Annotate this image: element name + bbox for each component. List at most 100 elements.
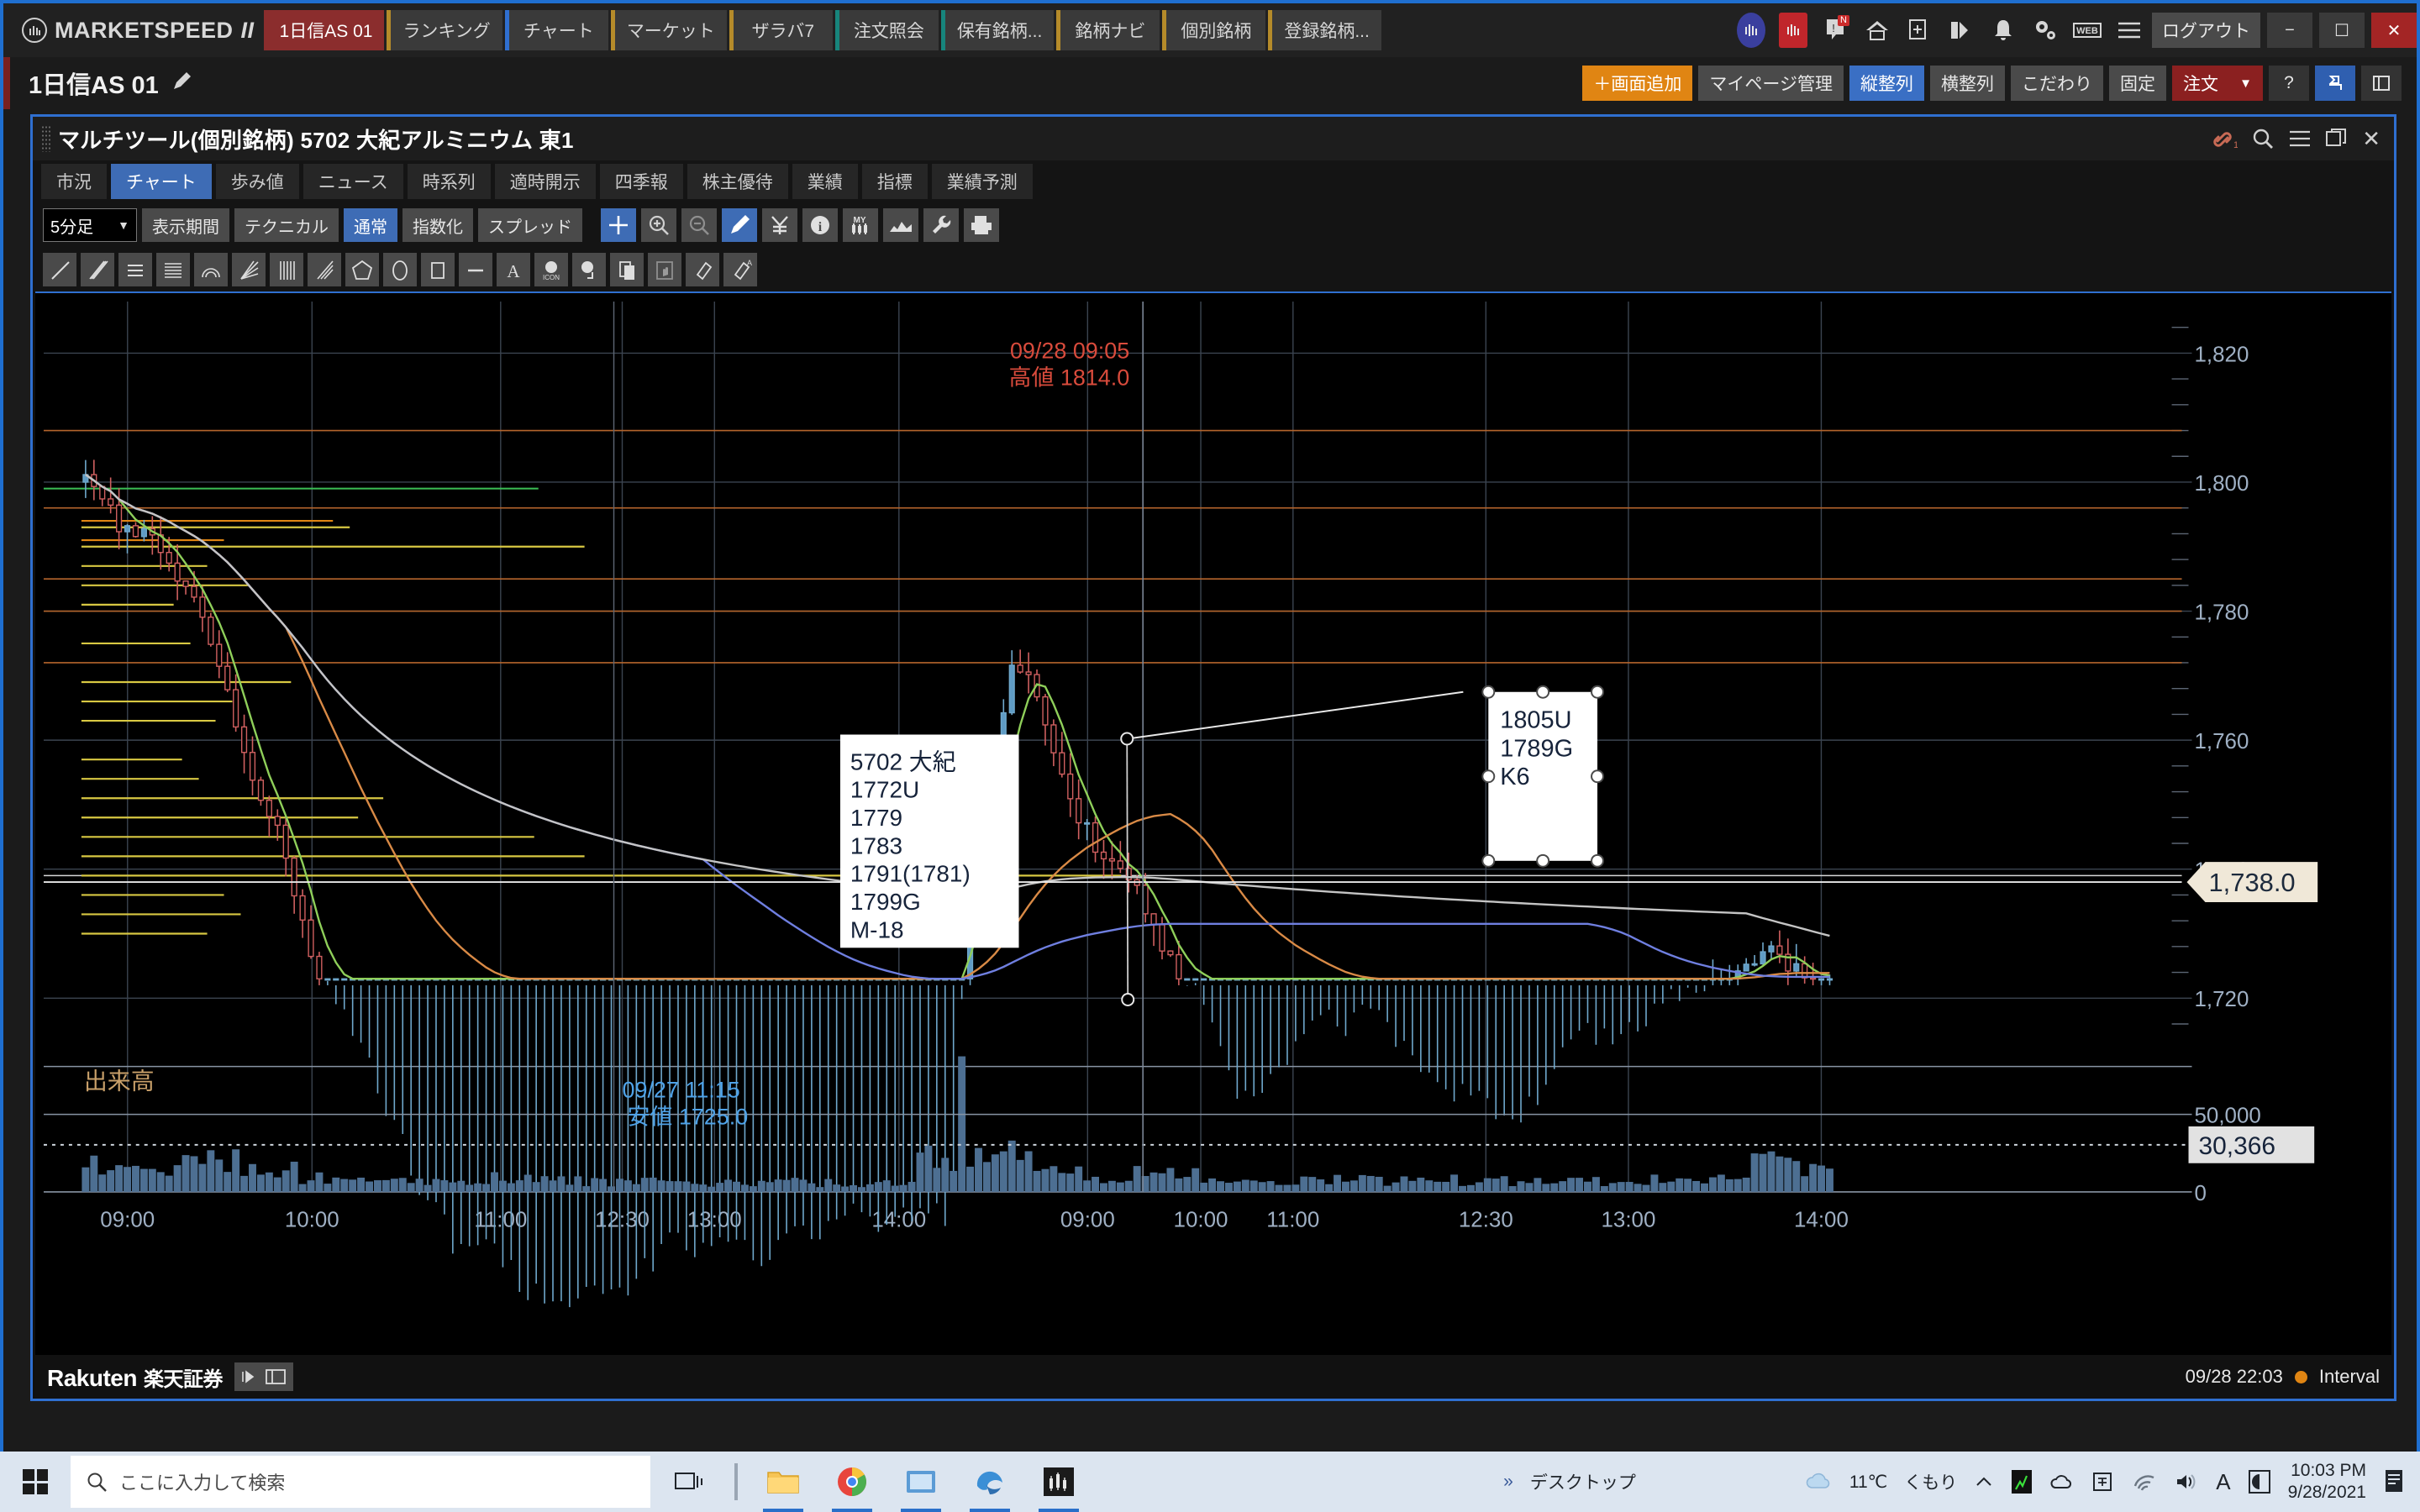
annotation-resize-handle[interactable] xyxy=(1536,853,1550,868)
panel-restore-icon[interactable] xyxy=(2325,128,2349,150)
web-icon[interactable]: WEB xyxy=(2068,11,2107,50)
panel-close-icon[interactable]: ✕ xyxy=(2362,125,2381,151)
vertical-lines-tool-icon[interactable] xyxy=(270,253,303,286)
chart-toolbar-button-2[interactable]: 通常 xyxy=(344,208,397,242)
search-input[interactable]: ここに入力して検索 xyxy=(71,1456,650,1508)
erase-all-tool-icon[interactable]: A xyxy=(723,253,757,286)
desktop-label[interactable]: デスクトップ xyxy=(1529,1473,1636,1493)
search-icon[interactable] xyxy=(2251,127,2275,150)
annotation-resize-handle[interactable] xyxy=(1481,769,1496,784)
battery-icon[interactable] xyxy=(2248,1469,2271,1494)
text-tool-icon[interactable]: A xyxy=(497,253,530,286)
copy-tool-icon[interactable] xyxy=(610,253,644,286)
print-icon[interactable] xyxy=(964,208,999,242)
grid-lines-tool-icon[interactable] xyxy=(156,253,190,286)
wifi-icon[interactable] xyxy=(2132,1471,2157,1493)
mountain-chart-icon[interactable] xyxy=(883,208,918,242)
screen-snip-icon[interactable] xyxy=(889,1452,953,1512)
task-view-icon[interactable] xyxy=(657,1452,721,1512)
main-tab-8[interactable]: 個別銘柄 xyxy=(1162,10,1266,50)
file-explorer-icon[interactable] xyxy=(751,1452,815,1512)
section-tab-0[interactable]: 市況 xyxy=(41,164,107,199)
bell-icon[interactable] xyxy=(1984,11,2023,50)
start-button[interactable] xyxy=(0,1452,71,1512)
ime-mode-indicator[interactable]: A xyxy=(2216,1468,2231,1494)
page-button-5[interactable]: 固定 xyxy=(2109,66,2166,101)
section-tab-4[interactable]: 時系列 xyxy=(407,164,491,199)
hand-tool-icon[interactable] xyxy=(648,253,681,286)
yen-icon[interactable] xyxy=(762,208,797,242)
notice-icon[interactable]: ! N xyxy=(1816,11,1854,50)
popout-button[interactable] xyxy=(2315,66,2355,101)
section-tab-1[interactable]: チャート xyxy=(111,164,212,199)
section-tab-6[interactable]: 四季報 xyxy=(599,164,683,199)
panel-menu-icon[interactable] xyxy=(2288,129,2312,148)
section-tab-7[interactable]: 株主優待 xyxy=(687,164,788,199)
window-close-button[interactable]: ✕ xyxy=(2371,13,2417,48)
annotation-handle[interactable] xyxy=(1121,993,1135,1006)
section-tab-10[interactable]: 業績予測 xyxy=(931,164,1033,199)
home-icon[interactable] xyxy=(1858,11,1897,50)
page-button-1[interactable]: マイページ管理 xyxy=(1698,66,1844,101)
annotation-resize-handle[interactable] xyxy=(1591,769,1605,784)
section-tab-5[interactable]: 適時開示 xyxy=(494,164,596,199)
main-tab-9[interactable]: 登録銘柄... xyxy=(1268,10,1381,50)
icon-stamp-tool-icon[interactable]: ICON xyxy=(534,253,568,286)
annotation-resize-handle[interactable] xyxy=(1536,685,1550,699)
interval-select[interactable]: 5分足 ▼ xyxy=(43,208,137,242)
footer-expand-button[interactable] xyxy=(234,1362,293,1391)
wrench-icon[interactable] xyxy=(923,208,959,242)
page-button-4[interactable]: こだわり xyxy=(2011,66,2103,101)
chart-toolbar-button-1[interactable]: テクニカル xyxy=(234,208,339,242)
line-tool-icon[interactable] xyxy=(43,253,76,286)
link-icon[interactable]: 1 xyxy=(2212,128,2238,150)
main-tab-6[interactable]: 保有銘柄... xyxy=(940,10,1055,50)
chevron-up-icon[interactable] xyxy=(1974,1473,1994,1490)
notification-center-icon[interactable] xyxy=(2383,1468,2408,1495)
section-tab-9[interactable]: 指標 xyxy=(861,164,928,199)
main-tab-7[interactable]: 銘柄ナビ xyxy=(1056,10,1160,50)
annotation-resize-handle[interactable] xyxy=(1591,853,1605,868)
weather-temperature[interactable]: 11℃ xyxy=(1849,1472,1888,1492)
main-tab-1[interactable]: ランキング xyxy=(387,10,502,50)
zoom-in-icon[interactable] xyxy=(641,208,676,242)
annotation-resize-handle[interactable] xyxy=(1591,685,1605,699)
gear-icon[interactable] xyxy=(2026,11,2065,50)
logout-button[interactable]: ログアウト xyxy=(2152,13,2260,48)
add-window-icon[interactable] xyxy=(1900,11,1939,50)
info-icon[interactable]: i xyxy=(802,208,838,242)
desktop-overflow-icon[interactable]: » xyxy=(1503,1472,1513,1491)
tray-app-icon[interactable] xyxy=(2011,1469,2033,1494)
ellipse-tool-icon[interactable] xyxy=(383,253,417,286)
hamburger-menu-icon[interactable] xyxy=(2110,11,2149,50)
cursor-select-tool-icon[interactable] xyxy=(572,253,606,286)
section-tab-2[interactable]: 歩み値 xyxy=(215,164,299,199)
zoom-out-icon[interactable] xyxy=(681,208,717,242)
main-tab-3[interactable]: マーケット xyxy=(610,10,727,50)
window-maximize-button[interactable]: ☐ xyxy=(2319,13,2365,48)
eraser-tool-icon[interactable] xyxy=(686,253,719,286)
weather-condition[interactable]: くもり xyxy=(1904,1473,1958,1493)
main-tab-4[interactable]: ザラバ7 xyxy=(729,10,833,50)
segment-tool-icon[interactable] xyxy=(459,253,492,286)
marketspeed-icon[interactable] xyxy=(1027,1452,1091,1512)
marketspeed-blue-icon[interactable] xyxy=(1732,11,1770,50)
pencil-icon[interactable] xyxy=(722,208,757,242)
annotation-resize-handle[interactable] xyxy=(1481,685,1496,699)
layout-button[interactable] xyxy=(2361,66,2402,101)
price-chart-svg[interactable]: 1,8201,8001,7801,7601,7401,72009:0010:00… xyxy=(35,293,2391,1355)
chart-toolbar-button-0[interactable]: 表示期間 xyxy=(142,208,229,242)
onedrive-icon[interactable] xyxy=(2049,1471,2075,1493)
panel-drag-grip[interactable] xyxy=(41,125,51,152)
annotation-resize-handle[interactable] xyxy=(1481,853,1496,868)
parallel-lines-tool-icon[interactable] xyxy=(81,253,114,286)
weather-cloud-icon[interactable] xyxy=(1804,1469,1833,1494)
page-button-3[interactable]: 横整列 xyxy=(1930,66,2005,101)
chart-canvas[interactable]: 1,8201,8001,7801,7601,7401,72009:0010:00… xyxy=(35,291,2391,1355)
volume-icon[interactable] xyxy=(2174,1471,2199,1493)
main-tab-5[interactable]: 注文照会 xyxy=(834,10,939,50)
edit-page-name-icon[interactable] xyxy=(171,71,192,97)
chrome-icon[interactable] xyxy=(820,1452,884,1512)
rectangle-tool-icon[interactable] xyxy=(421,253,455,286)
section-tab-8[interactable]: 業績 xyxy=(792,164,858,199)
